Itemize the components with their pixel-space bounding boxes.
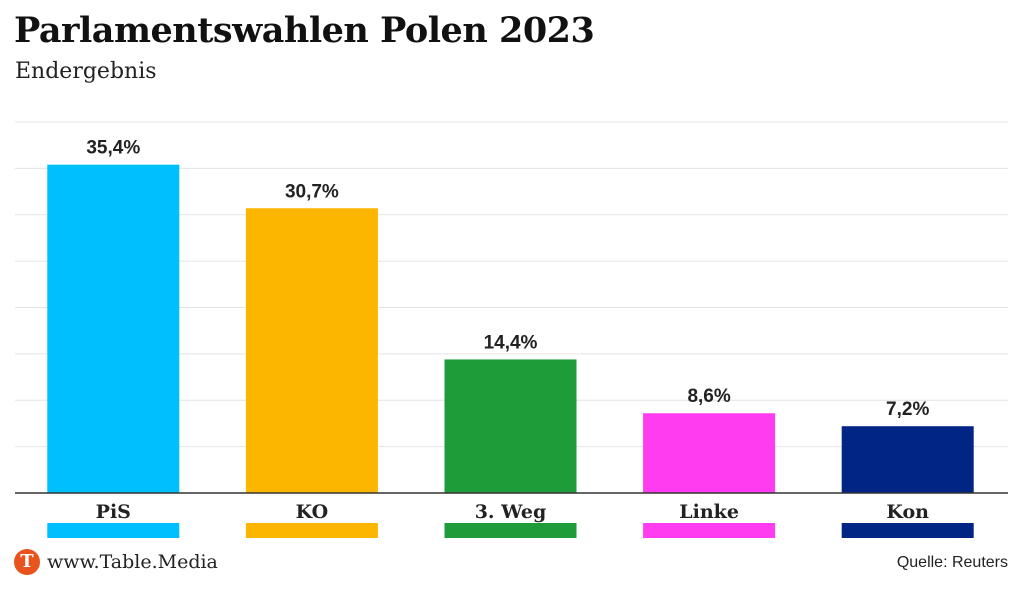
category-label-4: Kon bbox=[886, 501, 929, 523]
bar-3 bbox=[643, 413, 776, 493]
table-media-logo: T bbox=[14, 549, 40, 575]
category-label-0: PiS bbox=[96, 501, 131, 523]
category-label-1: KO bbox=[296, 501, 329, 523]
data-label-1: 30,7% bbox=[285, 181, 339, 202]
data-label-2: 14,4% bbox=[484, 332, 538, 353]
legend-swatch-0 bbox=[47, 523, 180, 538]
bar-2 bbox=[444, 359, 577, 493]
legend-swatch-3 bbox=[643, 523, 776, 538]
footer-branding: T www.Table.Media bbox=[14, 549, 218, 575]
legend-swatch-4 bbox=[841, 523, 974, 538]
bar-4 bbox=[841, 426, 974, 493]
data-label-0: 35,4% bbox=[86, 138, 140, 159]
chart-subtitle: Endergebnis bbox=[15, 59, 157, 84]
chart-title: Parlamentswahlen Polen 2023 bbox=[14, 10, 595, 51]
legend-swatch-1 bbox=[245, 523, 378, 538]
legend-swatch-2 bbox=[444, 523, 577, 538]
data-label-3: 8,6% bbox=[687, 386, 730, 407]
bar-0 bbox=[47, 164, 180, 494]
bar-1 bbox=[245, 208, 378, 493]
site-url[interactable]: www.Table.Media bbox=[47, 551, 218, 573]
category-label-3: Linke bbox=[679, 501, 739, 523]
category-label-2: 3. Weg bbox=[475, 501, 547, 523]
source-note: Quelle: Reuters bbox=[896, 554, 1008, 571]
data-label-4: 7,2% bbox=[886, 399, 929, 420]
